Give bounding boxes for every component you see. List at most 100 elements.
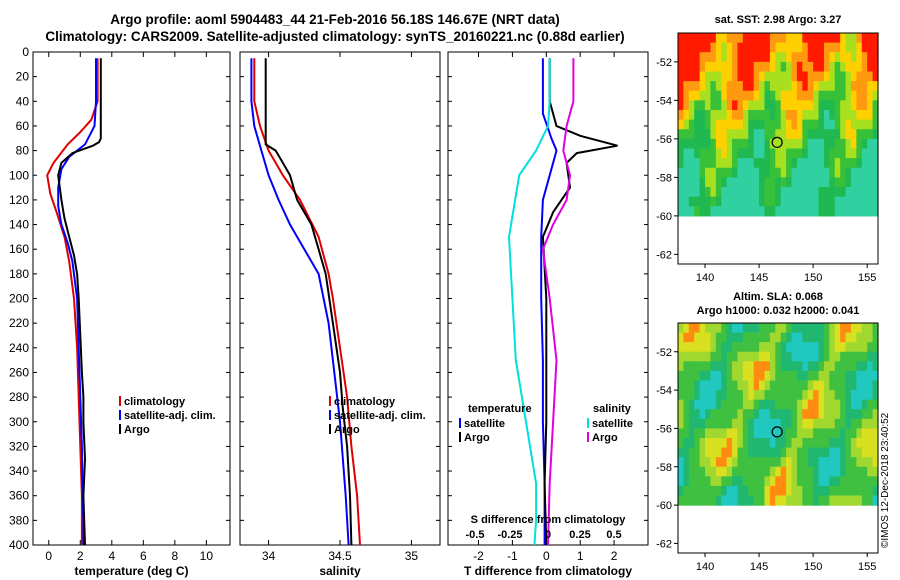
sla_map-cell (710, 370, 717, 382)
sst_map-cell (683, 158, 690, 169)
sst_map-cell (840, 42, 847, 53)
depth-tick-label: 180 (9, 267, 29, 281)
sla_map-cell (683, 380, 690, 391)
sla_map-cell (796, 457, 803, 468)
sst_map-cell (872, 196, 879, 207)
sst_map-cell (748, 52, 755, 63)
sla_map-cell (742, 438, 749, 449)
sst_map-cell (710, 206, 717, 217)
sla_map-cell (759, 361, 766, 372)
sst_map-cell (710, 148, 717, 159)
sst_map-cell (856, 177, 863, 188)
sla_map-cell (813, 332, 820, 343)
sla_map-cell (802, 332, 809, 343)
sst_map-cell (829, 177, 836, 188)
sst_map-cell (872, 52, 879, 63)
sla_map-cell (775, 332, 782, 343)
sst_map-cell (705, 196, 712, 207)
sst_map-cell (813, 52, 820, 63)
sst_map-cell (845, 71, 852, 82)
sst_map-cell (732, 138, 739, 150)
sst_map-cell (813, 206, 820, 217)
sst_map-cell (867, 71, 874, 82)
sla_map-cell (769, 323, 776, 334)
sla_map-cell (748, 351, 755, 362)
sla_map-cell (678, 418, 685, 430)
sst_map-cell (753, 100, 760, 111)
sla_map-cell (764, 476, 771, 487)
sst_map-cell (678, 100, 685, 111)
sst_map-cell (850, 177, 857, 188)
sst_map-cell (748, 138, 755, 150)
sst_map-cell (726, 90, 733, 101)
sst_map-cell (748, 100, 755, 111)
sla_map-cell (845, 438, 852, 449)
sst_map-cell (694, 61, 701, 73)
sla_map-cell (769, 361, 776, 372)
sst_map-cell (840, 177, 847, 188)
sst_map-cell (759, 187, 766, 198)
sst_map-cell (764, 177, 771, 188)
sst_map-cell (721, 129, 728, 140)
sst_map-ytick-label: -52 (656, 57, 672, 69)
sla_map-cell (775, 466, 782, 477)
sst_map-cell (753, 42, 760, 53)
sst_map-cell (796, 187, 803, 198)
sst_map-cell (742, 206, 749, 217)
sst_map-cell (829, 100, 836, 111)
sla_map-cell (829, 457, 836, 468)
sst_map-cell (759, 129, 766, 140)
sla_map-cell (791, 447, 798, 458)
sst_map-cell (759, 33, 766, 44)
title-line-2: Climatology: CARS2009. Satellite-adjuste… (45, 29, 625, 44)
sla_map-cell (710, 380, 717, 391)
sst_map-cell (769, 61, 776, 73)
sla_map-cell (802, 495, 809, 506)
sla_map-cell (780, 380, 787, 391)
sla_map-cell (726, 361, 733, 372)
sst_map-cell (769, 110, 776, 121)
sla_map-cell (705, 428, 712, 439)
sst_map-cell (791, 61, 798, 73)
sla_map-cell (807, 457, 814, 468)
sst_map-cell (694, 206, 701, 217)
sla_map-cell (737, 390, 744, 401)
sst_map-cell (726, 52, 733, 63)
sla_map-cell (786, 390, 793, 401)
sst_map-cell (834, 52, 841, 63)
sla_map-ytick-label: -52 (656, 347, 672, 359)
sla_map-xtick-label: 155 (858, 561, 876, 573)
sst_map-cell (759, 119, 766, 130)
sst_map-cell (705, 33, 712, 44)
sst_map-cell (775, 206, 782, 217)
sst_map-cell (780, 187, 787, 198)
sst_map-cell (699, 90, 706, 101)
sla_map-cell (732, 476, 739, 487)
sla_map-cell (769, 466, 776, 477)
sla_map-cell (850, 495, 857, 506)
sla_map-cell (688, 332, 695, 343)
sst_map-cell (845, 129, 852, 140)
sst_map-cell (694, 148, 701, 159)
sla_map-cell (818, 351, 825, 362)
sla_map-cell (780, 495, 787, 506)
sst_map-cell (867, 52, 874, 63)
sst_map-cell (856, 167, 863, 178)
sst_map-cell (726, 119, 733, 130)
sst_map-cell (845, 90, 852, 101)
sst_map-cell (845, 177, 852, 188)
sst_map-cell (818, 42, 825, 53)
sst_map-cell (742, 61, 749, 73)
sla_map-cell (823, 332, 830, 343)
sst_map-frame (677, 32, 879, 265)
sla_map-cell (769, 409, 776, 420)
sst_map-cell (845, 61, 852, 73)
sst_map-cell (823, 100, 830, 111)
sla_map-cell (780, 342, 787, 353)
salinity-xtick-label: 34.5 (328, 549, 352, 563)
sst_map-cell (786, 100, 793, 111)
sla_map-cell (823, 323, 830, 334)
sst_map-cell (726, 33, 733, 44)
sla_map-cell (759, 457, 766, 468)
sst_map-cell (694, 100, 701, 111)
